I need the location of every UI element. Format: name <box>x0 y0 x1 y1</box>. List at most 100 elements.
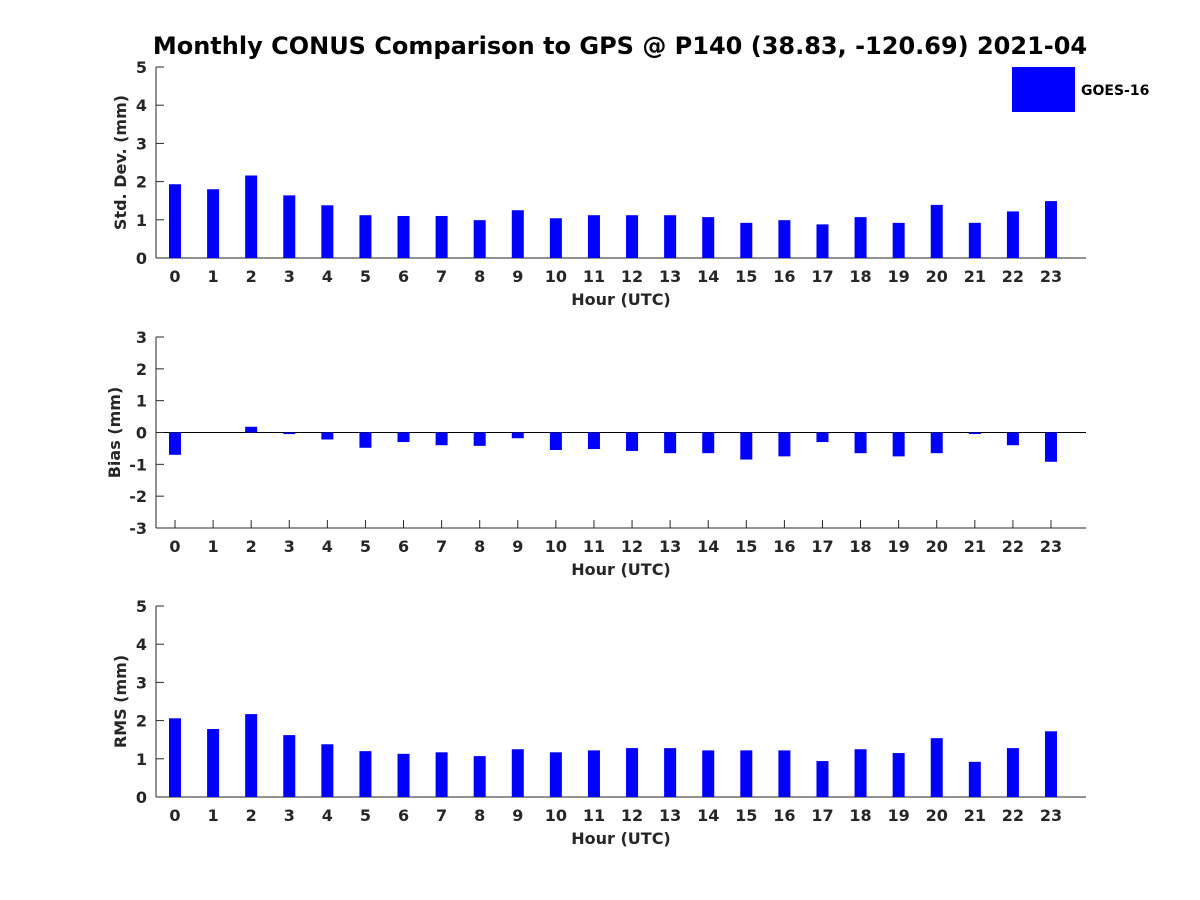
y-axis-label: Std. Dev. (mm) <box>111 95 130 230</box>
bar-hour-18 <box>854 217 867 258</box>
bar-hour-4 <box>321 744 334 797</box>
x-tick-label: 10 <box>545 806 567 825</box>
chart-title: Monthly CONUS Comparison to GPS @ P140 (… <box>153 32 1087 60</box>
bar-hour-11 <box>587 432 600 450</box>
bar-hour-22 <box>1006 211 1019 258</box>
y-tick-label: 3 <box>136 328 147 347</box>
bar-hour-15 <box>740 750 753 797</box>
x-axis-label: Hour (UTC) <box>571 829 671 848</box>
bar-hour-19 <box>892 753 905 797</box>
x-tick-label: 16 <box>773 537 795 556</box>
x-tick-label: 20 <box>926 806 948 825</box>
x-tick-label: 22 <box>1002 537 1024 556</box>
bar-hour-5 <box>359 751 372 797</box>
x-tick-label: 17 <box>811 267 833 286</box>
x-tick-label: 14 <box>697 267 719 286</box>
x-tick-label: 7 <box>436 537 447 556</box>
bar-hour-23 <box>1045 201 1057 258</box>
y-tick-label: -3 <box>129 519 147 538</box>
bar-hour-2 <box>245 714 258 797</box>
x-tick-label: 10 <box>545 537 567 556</box>
x-tick-label: 17 <box>811 537 833 556</box>
x-tick-label: 8 <box>474 806 485 825</box>
x-tick-label: 11 <box>583 537 605 556</box>
x-tick-label: 1 <box>208 537 219 556</box>
x-axis-label: Hour (UTC) <box>571 290 671 309</box>
bar-hour-9 <box>511 210 524 258</box>
x-tick-label: 7 <box>436 267 447 286</box>
y-tick-label: 2 <box>136 360 147 379</box>
x-tick-label: 7 <box>436 806 447 825</box>
x-tick-label: 12 <box>621 806 643 825</box>
bar-hour-8 <box>473 220 486 258</box>
x-tick-label: 19 <box>888 537 910 556</box>
x-tick-label: 4 <box>322 537 333 556</box>
x-tick-label: 23 <box>1040 537 1062 556</box>
x-tick-label: 2 <box>246 806 257 825</box>
bar-hour-17 <box>816 761 829 797</box>
x-tick-label: 11 <box>583 267 605 286</box>
bar-hour-8 <box>473 432 486 446</box>
y-tick-label: 3 <box>136 673 147 692</box>
bar-hour-4 <box>321 432 334 440</box>
x-tick-label: 1 <box>208 267 219 286</box>
bar-hour-5 <box>359 215 372 258</box>
bar-hour-10 <box>549 218 562 258</box>
y-tick-label: -2 <box>129 487 147 506</box>
bar-hour-11 <box>587 215 600 258</box>
bar-hour-11 <box>587 750 600 797</box>
bar-hour-3 <box>283 432 296 435</box>
bar-hour-12 <box>626 748 639 797</box>
legend-label: GOES-16 <box>1081 83 1149 99</box>
bar-hour-12 <box>626 215 639 258</box>
x-tick-label: 20 <box>926 537 948 556</box>
x-tick-label: 1 <box>208 806 219 825</box>
x-tick-label: 0 <box>169 537 180 556</box>
x-tick-label: 21 <box>964 537 986 556</box>
bar-hour-2 <box>245 426 258 433</box>
x-tick-label: 12 <box>621 267 643 286</box>
bar-hour-9 <box>511 749 524 797</box>
x-tick-label: 4 <box>322 806 333 825</box>
x-tick-label: 0 <box>169 806 180 825</box>
bar-hour-20 <box>930 204 943 258</box>
x-tick-label: 18 <box>849 806 871 825</box>
y-axis-label: RMS (mm) <box>111 655 130 748</box>
y-tick-label: 3 <box>136 134 147 153</box>
x-tick-label: 20 <box>926 267 948 286</box>
bar-hour-13 <box>664 748 677 797</box>
bar-hour-19 <box>892 432 905 457</box>
bar-hour-17 <box>816 224 829 258</box>
bar-hour-0 <box>169 432 181 455</box>
bar-hour-16 <box>778 750 791 797</box>
y-axis-label: Bias (mm) <box>105 387 124 479</box>
x-tick-label: 5 <box>360 267 371 286</box>
bar-hour-16 <box>778 220 791 258</box>
bar-hour-21 <box>968 761 981 797</box>
legend-swatch <box>1012 67 1075 112</box>
x-tick-label: 5 <box>360 537 371 556</box>
bar-hour-13 <box>664 432 677 454</box>
x-tick-label: 6 <box>398 267 409 286</box>
bar-hour-8 <box>473 756 486 797</box>
x-tick-label: 17 <box>811 806 833 825</box>
bar-hour-18 <box>854 749 867 797</box>
x-tick-label: 10 <box>545 267 567 286</box>
x-tick-label: 11 <box>583 806 605 825</box>
x-tick-label: 13 <box>659 806 681 825</box>
bar-hour-6 <box>397 432 410 443</box>
bar-hour-7 <box>435 215 448 258</box>
x-tick-label: 6 <box>398 806 409 825</box>
bar-hour-14 <box>702 750 715 797</box>
bar-hour-23 <box>1045 432 1057 462</box>
x-tick-label: 15 <box>735 267 757 286</box>
x-tick-label: 22 <box>1002 267 1024 286</box>
y-tick-label: 5 <box>136 597 147 616</box>
bar-hour-22 <box>1006 432 1019 446</box>
y-tick-label: -1 <box>129 455 147 474</box>
bar-hour-1 <box>207 189 220 258</box>
x-tick-label: 13 <box>659 537 681 556</box>
x-tick-label: 15 <box>735 806 757 825</box>
